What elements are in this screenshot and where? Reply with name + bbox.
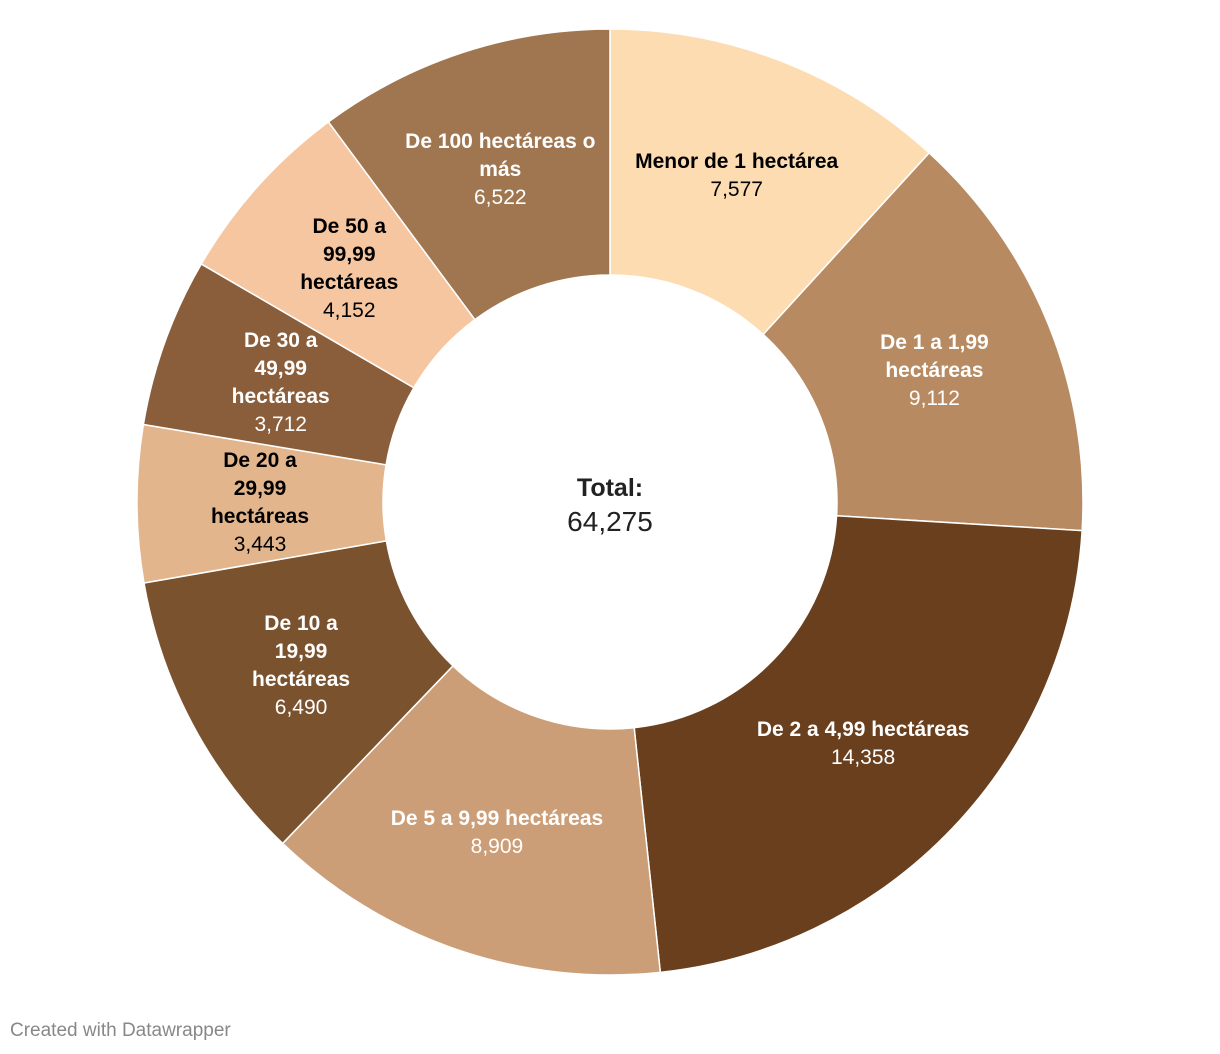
category-label: De 2 a 4,99 hectáreas bbox=[756, 717, 970, 741]
category-label: De 30 a 49,99 hectáreas bbox=[231, 329, 330, 409]
value-label: 3,712 bbox=[254, 413, 307, 437]
slice-label: De 5 a 9,99 hectáreas 8,909 bbox=[391, 805, 603, 861]
slice bbox=[633, 514, 1083, 974]
category-label: De 20 a 29,99 hectáreas bbox=[210, 449, 310, 529]
slice-label: De 10 a 19,99 hectáreas 6,490 bbox=[246, 610, 356, 722]
value-label: 4,152 bbox=[322, 298, 376, 322]
value-label: 8,909 bbox=[470, 835, 524, 859]
slice bbox=[609, 28, 931, 336]
value-label: 14,358 bbox=[830, 745, 896, 769]
value-label: 7,577 bbox=[710, 177, 763, 201]
slice bbox=[143, 540, 454, 845]
category-label: De 100 hectáreas o más bbox=[405, 129, 596, 181]
slice-label: Menor de 1 hectárea 7,577 bbox=[635, 148, 838, 204]
category-label: Menor de 1 hectárea bbox=[635, 149, 839, 173]
category-label: De 1 a 1,99 hectáreas bbox=[880, 330, 989, 382]
slice-label: De 50 a 99,99 hectáreas 4,152 bbox=[299, 213, 399, 325]
credit: Created with Datawrapper bbox=[10, 1020, 231, 1041]
value-label: 9,112 bbox=[908, 386, 960, 410]
slice bbox=[327, 28, 611, 321]
value-label: 6,522 bbox=[474, 185, 527, 209]
slice-label: De 2 a 4,99 hectáreas 14,358 bbox=[757, 716, 969, 772]
slice bbox=[281, 664, 662, 976]
total-value: 64,275 bbox=[567, 506, 653, 537]
category-label: De 50 a 99,99 hectáreas bbox=[300, 214, 399, 294]
slice-label: De 20 a 29,99 hectáreas 3,443 bbox=[210, 447, 310, 559]
value-label: 3,443 bbox=[233, 533, 287, 557]
center-title: Total: bbox=[576, 474, 644, 502]
slice-label: De 30 a 49,99 hectáreas 3,712 bbox=[231, 327, 331, 439]
slice-label: De 1 a 1,99 hectáreas 9,112 bbox=[873, 329, 996, 413]
slice-label: De 100 hectáreas o más 6,522 bbox=[389, 128, 611, 212]
center-total: Total: 64,275 bbox=[567, 471, 653, 539]
category-label: De 10 a 19,99 hectáreas bbox=[252, 612, 351, 692]
value-label: 6,490 bbox=[274, 696, 328, 720]
category-label: De 5 a 9,99 hectáreas bbox=[390, 807, 604, 831]
slice bbox=[762, 151, 1084, 532]
